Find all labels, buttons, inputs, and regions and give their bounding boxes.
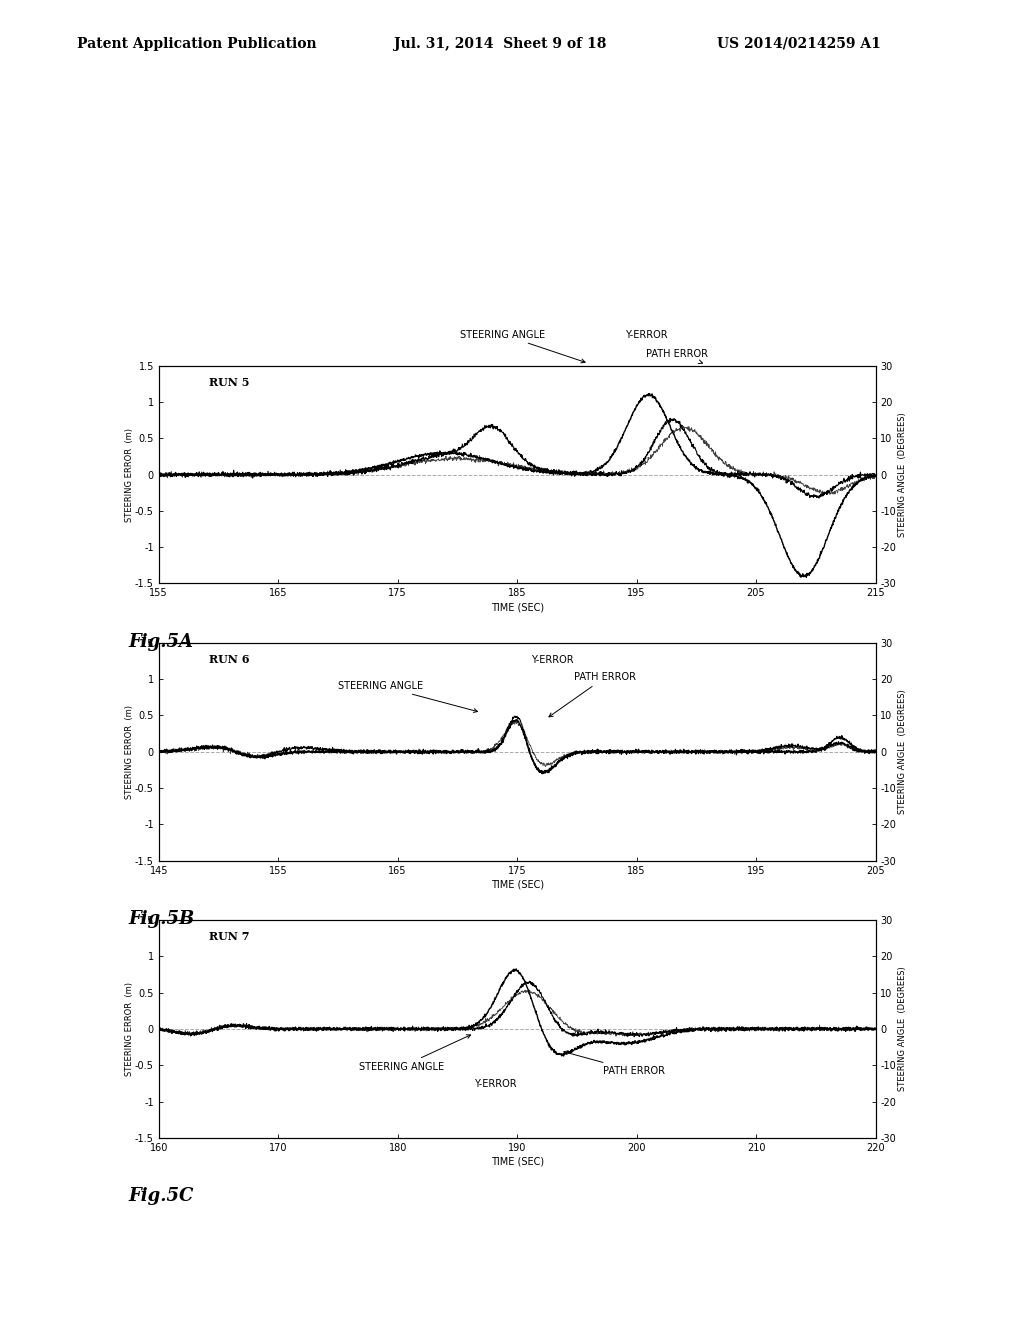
Text: Y-ERROR: Y-ERROR [474, 1078, 517, 1089]
Text: Fig.5B: Fig.5B [128, 909, 195, 928]
Text: Fig.5C: Fig.5C [128, 1187, 194, 1205]
Y-axis label: STEERING ERROR  (m): STEERING ERROR (m) [125, 982, 133, 1076]
Text: Y-ERROR: Y-ERROR [531, 655, 574, 665]
Y-axis label: STEERING ERROR  (m): STEERING ERROR (m) [125, 428, 133, 521]
Text: PATH ERROR: PATH ERROR [549, 672, 637, 717]
Text: RUN 5: RUN 5 [209, 376, 250, 388]
Text: Fig.5A: Fig.5A [128, 632, 193, 651]
X-axis label: TIME (SEC): TIME (SEC) [490, 602, 544, 612]
Text: STEERING ANGLE: STEERING ANGLE [460, 330, 585, 363]
Text: STEERING ANGLE: STEERING ANGLE [338, 681, 477, 713]
Text: US 2014/0214259 A1: US 2014/0214259 A1 [717, 37, 881, 51]
Text: RUN 6: RUN 6 [209, 653, 250, 665]
Text: PATH ERROR: PATH ERROR [564, 1051, 666, 1076]
Text: Y-ERROR: Y-ERROR [625, 330, 668, 339]
Text: Jul. 31, 2014  Sheet 9 of 18: Jul. 31, 2014 Sheet 9 of 18 [394, 37, 606, 51]
Y-axis label: STEERING ANGLE  (DEGREES): STEERING ANGLE (DEGREES) [898, 412, 906, 537]
X-axis label: TIME (SEC): TIME (SEC) [490, 1156, 544, 1167]
Text: STEERING ANGLE: STEERING ANGLE [359, 1035, 471, 1072]
Text: Patent Application Publication: Patent Application Publication [77, 37, 316, 51]
Y-axis label: STEERING ANGLE  (DEGREES): STEERING ANGLE (DEGREES) [898, 689, 906, 814]
X-axis label: TIME (SEC): TIME (SEC) [490, 879, 544, 890]
Text: PATH ERROR: PATH ERROR [646, 348, 709, 363]
Y-axis label: STEERING ANGLE  (DEGREES): STEERING ANGLE (DEGREES) [898, 966, 906, 1092]
Y-axis label: STEERING ERROR  (m): STEERING ERROR (m) [125, 705, 133, 799]
Text: RUN 7: RUN 7 [209, 931, 250, 942]
